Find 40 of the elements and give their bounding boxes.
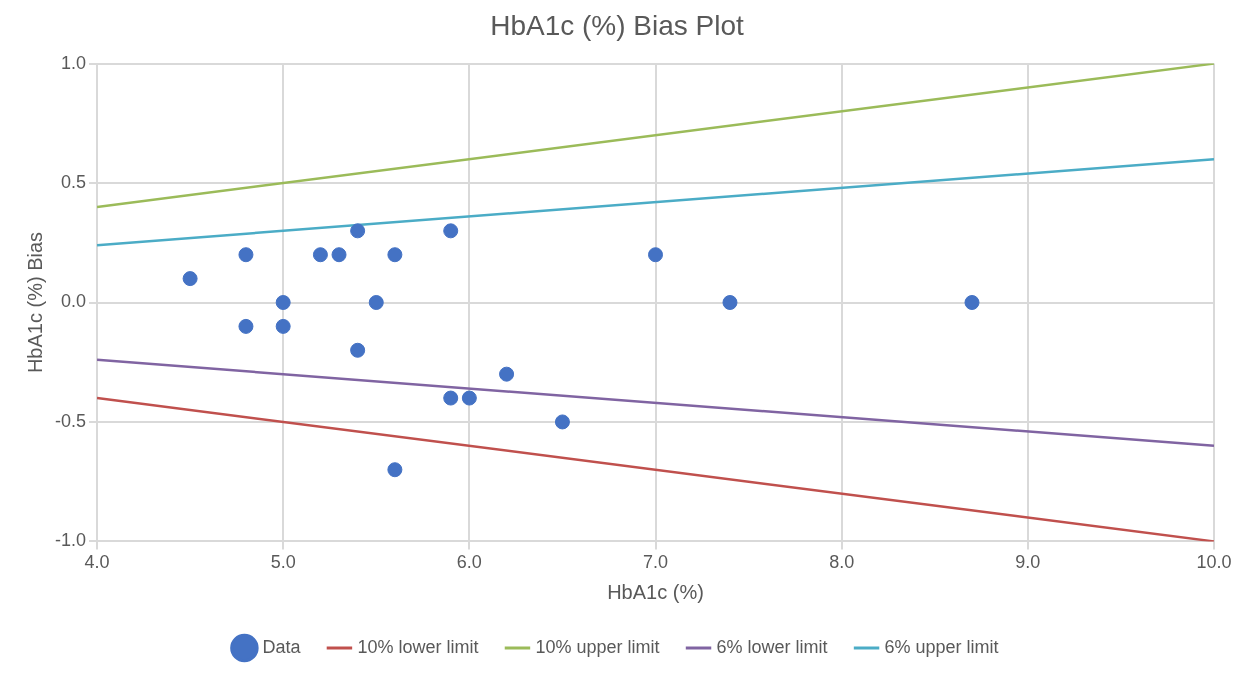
point (312, 247, 328, 263)
chart-title: HbA1c (%) Bias Plot (490, 9, 745, 41)
y-tick-label: -0.5 (54, 410, 87, 431)
point (275, 295, 291, 310)
legend-label: 10% upper limit (535, 636, 660, 657)
x-tick-label: 6.0 (456, 552, 482, 573)
x-tick-label: 9.0 (1015, 552, 1041, 573)
y-tick-label: 1.0 (60, 52, 87, 73)
point (182, 271, 198, 287)
point (387, 247, 403, 263)
x-tick-label: 10.0 (1196, 552, 1232, 573)
point (499, 366, 515, 382)
point (350, 342, 366, 358)
y-tick-label: 0.5 (60, 172, 87, 193)
point (331, 247, 347, 263)
point (554, 414, 570, 430)
point (350, 223, 366, 239)
legend-label: 6% lower limit (716, 636, 828, 657)
legend-label: 10% lower limit (357, 636, 479, 657)
point (238, 247, 254, 263)
x-tick-label: 5.0 (270, 552, 296, 573)
y-axis-title: HbA1c (%) Bias (23, 231, 46, 374)
point (964, 295, 980, 310)
point (275, 318, 291, 334)
point (368, 295, 384, 310)
point (461, 390, 477, 406)
point (648, 247, 664, 263)
x-tick-label: 4.0 (84, 552, 110, 573)
legend-label: 6% upper limit (884, 636, 999, 657)
y-tick-label: -1.0 (54, 530, 87, 551)
x-axis-title: HbA1c (%) (607, 580, 704, 603)
point (238, 318, 254, 334)
x-tick-label: 8.0 (829, 552, 855, 573)
legend-label: Data (262, 636, 302, 657)
point (443, 390, 459, 406)
x-tick-label: 7.0 (642, 552, 669, 573)
point (722, 295, 738, 310)
y-tick-label: 0.0 (60, 291, 87, 312)
point (443, 223, 459, 239)
point (387, 462, 403, 478)
